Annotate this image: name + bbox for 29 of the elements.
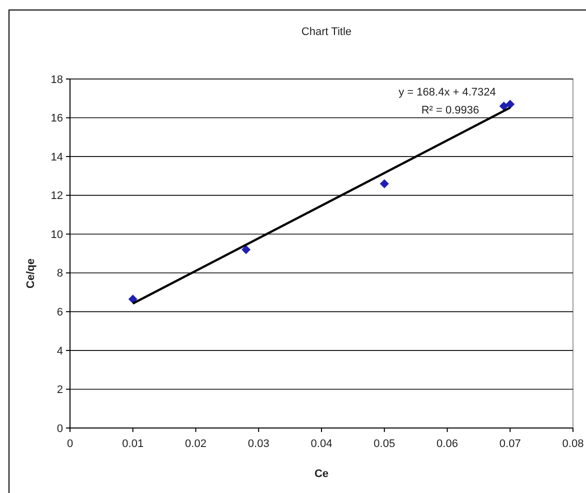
- x-tick-label: 0.07: [499, 438, 521, 450]
- annotation: R² = 0.9936: [421, 104, 480, 116]
- x-tick-label: 0.08: [562, 438, 584, 450]
- y-tick-label: 8: [56, 268, 63, 280]
- point: [128, 294, 138, 304]
- x-tick-label: 0.01: [122, 438, 144, 450]
- y-tick-label: 10: [50, 228, 63, 241]
- y-tick-label: 18: [50, 74, 63, 86]
- y-tick-label: 2: [56, 384, 63, 396]
- x-tick-label: 0.06: [436, 438, 458, 450]
- point: [242, 245, 251, 254]
- x-tick-label: 0.03: [248, 438, 270, 450]
- x-tick-label: 0.04: [310, 438, 332, 450]
- x-tick-label: 0.02: [185, 438, 206, 450]
- point: [499, 102, 508, 111]
- y-tick-label: 4: [56, 345, 63, 358]
- point: [380, 179, 389, 188]
- y-tick-label: 14: [50, 151, 63, 164]
- x-tick-label: 0: [66, 438, 74, 450]
- annotation: y = 168.4x + 4.7324: [398, 86, 496, 98]
- y-tick-label: 12: [50, 190, 63, 202]
- y-tick-label: 16: [50, 112, 63, 125]
- x-tick-label: 0.05: [374, 438, 396, 450]
- y-tick-label: 0: [56, 422, 63, 435]
- x-axis-title: Ce: [314, 468, 329, 480]
- point: [506, 100, 515, 109]
- y-axis-title: Ce/qe: [25, 258, 37, 288]
- chart-title: Chart Title: [301, 26, 352, 38]
- y-tick-label: 6: [56, 306, 63, 319]
